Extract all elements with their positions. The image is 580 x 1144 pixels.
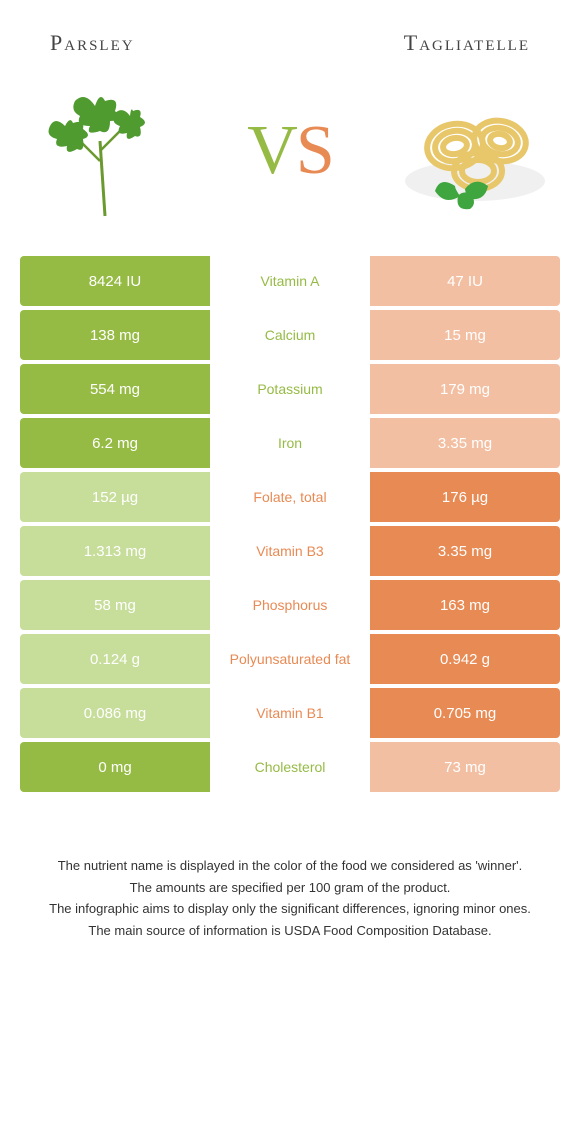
food-left-title: Parsley — [50, 30, 135, 56]
nutrient-row: 554 mgPotassium179 mg — [20, 364, 560, 414]
nutrient-row: 0.124 gPolyunsaturated fat0.942 g — [20, 634, 560, 684]
nutrient-row: 152 µgFolate, total176 µg — [20, 472, 560, 522]
nutrient-label: Polyunsaturated fat — [210, 634, 370, 684]
nutrient-left-value: 138 mg — [20, 310, 210, 360]
nutrient-label: Vitamin B1 — [210, 688, 370, 738]
parsley-image — [30, 76, 180, 226]
nutrient-row: 8424 IUVitamin A47 IU — [20, 256, 560, 306]
footnote-line: The infographic aims to display only the… — [30, 899, 550, 919]
nutrient-left-value: 0.124 g — [20, 634, 210, 684]
nutrient-right-value: 176 µg — [370, 472, 560, 522]
nutrient-left-value: 8424 IU — [20, 256, 210, 306]
food-right-title: Tagliatelle — [404, 30, 530, 56]
nutrient-row: 1.313 mgVitamin B33.35 mg — [20, 526, 560, 576]
nutrient-label: Iron — [210, 418, 370, 468]
nutrient-label: Vitamin B3 — [210, 526, 370, 576]
nutrient-row: 6.2 mgIron3.35 mg — [20, 418, 560, 468]
nutrient-label: Phosphorus — [210, 580, 370, 630]
nutrient-left-value: 152 µg — [20, 472, 210, 522]
nutrient-right-value: 3.35 mg — [370, 526, 560, 576]
nutrient-right-value: 73 mg — [370, 742, 560, 792]
nutrient-left-value: 0.086 mg — [20, 688, 210, 738]
vs-v: V — [247, 112, 296, 189]
nutrient-label: Calcium — [210, 310, 370, 360]
footnote-line: The nutrient name is displayed in the co… — [30, 856, 550, 876]
nutrient-row: 138 mgCalcium15 mg — [20, 310, 560, 360]
nutrient-right-value: 163 mg — [370, 580, 560, 630]
nutrient-table: 8424 IUVitamin A47 IU138 mgCalcium15 mg5… — [0, 256, 580, 792]
vs-label: VS — [247, 111, 333, 191]
header: Parsley Tagliatelle — [0, 0, 580, 66]
nutrient-row: 0.086 mgVitamin B10.705 mg — [20, 688, 560, 738]
nutrient-label: Potassium — [210, 364, 370, 414]
footnote-block: The nutrient name is displayed in the co… — [0, 796, 580, 962]
footnote-line: The main source of information is USDA F… — [30, 921, 550, 941]
nutrient-left-value: 58 mg — [20, 580, 210, 630]
nutrient-left-value: 6.2 mg — [20, 418, 210, 468]
nutrient-row: 58 mgPhosphorus163 mg — [20, 580, 560, 630]
nutrient-right-value: 179 mg — [370, 364, 560, 414]
nutrient-right-value: 0.705 mg — [370, 688, 560, 738]
nutrient-left-value: 1.313 mg — [20, 526, 210, 576]
nutrient-left-value: 554 mg — [20, 364, 210, 414]
hero-row: VS — [0, 66, 580, 256]
nutrient-right-value: 15 mg — [370, 310, 560, 360]
nutrient-right-value: 0.942 g — [370, 634, 560, 684]
nutrient-right-value: 47 IU — [370, 256, 560, 306]
nutrient-right-value: 3.35 mg — [370, 418, 560, 468]
nutrient-left-value: 0 mg — [20, 742, 210, 792]
footnote-line: The amounts are specified per 100 gram o… — [30, 878, 550, 898]
tagliatelle-image — [400, 76, 550, 226]
nutrient-label: Vitamin A — [210, 256, 370, 306]
nutrient-label: Folate, total — [210, 472, 370, 522]
nutrient-row: 0 mgCholesterol73 mg — [20, 742, 560, 792]
nutrient-label: Cholesterol — [210, 742, 370, 792]
vs-s: S — [296, 112, 333, 189]
